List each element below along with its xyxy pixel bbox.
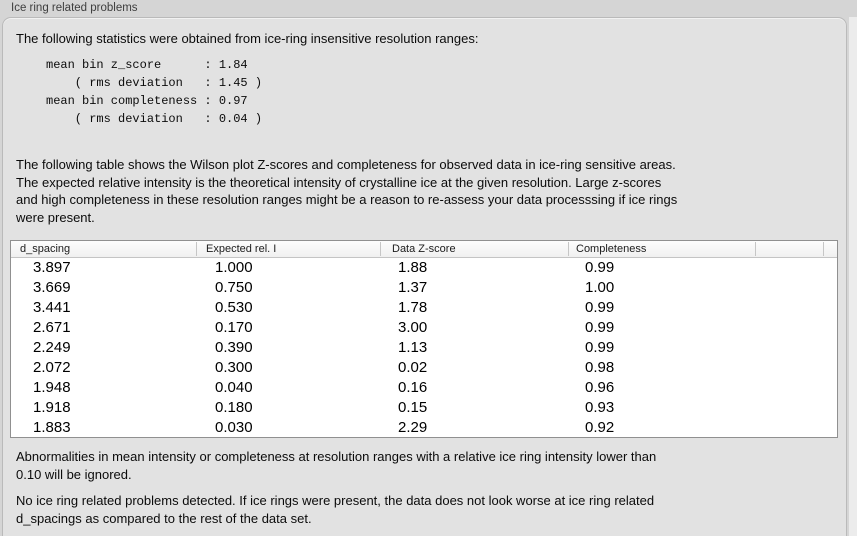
- table-cell-d-spacing: 3.897: [33, 259, 71, 276]
- stats-values-block: mean bin z_score : 1.84 ( rms deviation …: [46, 58, 263, 126]
- page-title: Ice ring related problems: [11, 2, 138, 14]
- table-row[interactable]: 3.669 0.750 1.37 1.00: [11, 278, 837, 298]
- conclusion-text: No ice ring related problems detected. I…: [16, 493, 655, 526]
- table-cell-expected-rel-i: 1.000: [215, 259, 253, 276]
- table-cell-expected-rel-i: 0.040: [215, 379, 253, 396]
- table-cell-data-z-score: 0.02: [398, 359, 428, 376]
- table-row[interactable]: 3.897 1.000 1.88 0.99: [11, 258, 837, 278]
- table-cell-d-spacing: 3.669: [33, 279, 71, 296]
- column-header-expected-rel-i[interactable]: Expected rel. I: [206, 243, 277, 255]
- column-header-data-z-score[interactable]: Data Z-score: [392, 243, 456, 255]
- table-cell-completeness: 0.99: [585, 319, 615, 336]
- table-header-row: d_spacing Expected rel. I Data Z-score C…: [11, 241, 837, 258]
- table-row[interactable]: 3.441 0.530 1.78 0.99: [11, 298, 837, 318]
- ice-ring-table: d_spacing Expected rel. I Data Z-score C…: [10, 240, 838, 438]
- table-cell-expected-rel-i: 0.180: [215, 399, 253, 416]
- table-row[interactable]: 1.883 0.030 2.29 0.92: [11, 418, 837, 438]
- column-resize-handle[interactable]: [568, 242, 569, 256]
- table-cell-completeness: 0.99: [585, 259, 615, 276]
- ignore-note-text: Abnormalities in mean intensity or compl…: [16, 449, 657, 482]
- table-cell-d-spacing: 3.441: [33, 299, 71, 316]
- table-cell-completeness: 1.00: [585, 279, 615, 296]
- column-resize-handle[interactable]: [380, 242, 381, 256]
- table-cell-expected-rel-i: 0.530: [215, 299, 253, 316]
- table-cell-d-spacing: 1.918: [33, 399, 71, 416]
- scroll-gutter: [849, 17, 857, 536]
- column-resize-handle[interactable]: [823, 242, 824, 256]
- table-cell-completeness: 0.93: [585, 399, 615, 416]
- table-cell-data-z-score: 1.37: [398, 279, 428, 296]
- table-cell-data-z-score: 1.78: [398, 299, 428, 316]
- table-cell-data-z-score: 3.00: [398, 319, 428, 336]
- table-cell-d-spacing: 1.948: [33, 379, 71, 396]
- table-cell-expected-rel-i: 0.170: [215, 319, 253, 336]
- table-cell-completeness: 0.92: [585, 419, 615, 436]
- table-cell-completeness: 0.99: [585, 339, 615, 356]
- table-cell-completeness: 0.98: [585, 359, 615, 376]
- table-cell-data-z-score: 2.29: [398, 419, 428, 436]
- table-body: 3.897 1.000 1.88 0.99 3.669 0.750 1.37 1.00 3.44…: [11, 258, 837, 438]
- table-cell-d-spacing: 2.249: [33, 339, 71, 356]
- table-cell-completeness: 0.96: [585, 379, 615, 396]
- column-resize-handle[interactable]: [196, 242, 197, 256]
- table-cell-expected-rel-i: 0.300: [215, 359, 253, 376]
- table-row[interactable]: 2.072 0.300 0.02 0.98: [11, 358, 837, 378]
- table-cell-d-spacing: 2.671: [33, 319, 71, 336]
- table-row[interactable]: 1.948 0.040 0.16 0.96: [11, 378, 837, 398]
- column-header-d-spacing[interactable]: d_spacing: [20, 243, 71, 255]
- table-cell-data-z-score: 0.16: [398, 379, 428, 396]
- column-header-completeness[interactable]: Completeness: [576, 243, 647, 255]
- table-cell-d-spacing: 2.072: [33, 359, 71, 376]
- table-row[interactable]: 2.671 0.170 3.00 0.99: [11, 318, 837, 338]
- table-cell-expected-rel-i: 0.750: [215, 279, 253, 296]
- table-row[interactable]: 2.249 0.390 1.13 0.99: [11, 338, 837, 358]
- stats-intro-text: The following statistics were obtained f…: [16, 31, 479, 46]
- table-description-text: The following table shows the Wilson plo…: [16, 157, 678, 225]
- table-cell-expected-rel-i: 0.030: [215, 419, 253, 436]
- table-cell-completeness: 0.99: [585, 299, 615, 316]
- table-cell-d-spacing: 1.883: [33, 419, 71, 436]
- table-cell-expected-rel-i: 0.390: [215, 339, 253, 356]
- column-resize-handle[interactable]: [755, 242, 756, 256]
- table-row[interactable]: 1.918 0.180 0.15 0.93: [11, 398, 837, 418]
- table-cell-data-z-score: 1.13: [398, 339, 428, 356]
- table-cell-data-z-score: 1.88: [398, 259, 428, 276]
- table-cell-data-z-score: 0.15: [398, 399, 428, 416]
